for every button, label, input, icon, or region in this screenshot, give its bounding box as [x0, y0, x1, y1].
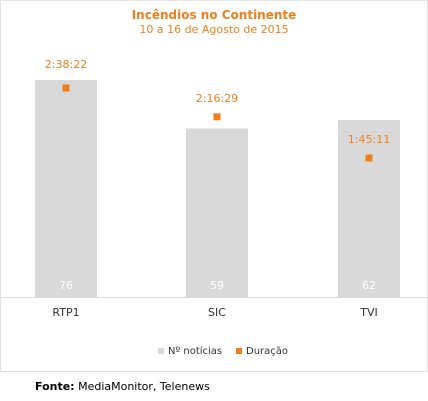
bar-tvi	[338, 119, 400, 297]
duration-point-rtp1	[62, 84, 70, 92]
legend-swatch-noticias	[158, 348, 164, 354]
category-label: TVI	[359, 306, 378, 319]
duration-label: 2:38:22	[45, 58, 87, 71]
chart-subtitle: 10 a 16 de Agosto de 2015	[139, 23, 289, 36]
category-label: SIC	[208, 306, 226, 319]
bar-sic	[186, 128, 248, 297]
bar-value-label: 62	[362, 279, 376, 292]
bar-rtp1	[35, 80, 97, 297]
chart-title: Incêndios no Continente	[131, 8, 297, 22]
source-text: MediaMonitor, Telenews	[78, 380, 210, 393]
chart-plot: 76 2:38:22 RTP1 59 2:16:29 SIC 62 1:45:11 TVI Nº …	[0, 58, 428, 357]
duration-label: 1:45:11	[348, 133, 390, 146]
bar-value-label: 76	[59, 279, 73, 292]
duration-point-sic	[213, 113, 221, 121]
bar-value-label: 59	[210, 279, 224, 292]
duration-label: 2:16:29	[196, 92, 238, 105]
source-label: Fonte:	[35, 380, 75, 393]
legend-label-noticias: Nº notícias	[168, 345, 222, 357]
legend-label-duracao: Duração	[246, 346, 288, 357]
legend-swatch-duracao	[236, 348, 242, 354]
source-note: Fonte: MediaMonitor, Telenews	[35, 380, 210, 393]
category-label: RTP1	[52, 306, 79, 319]
duration-point-tvi	[365, 154, 373, 162]
